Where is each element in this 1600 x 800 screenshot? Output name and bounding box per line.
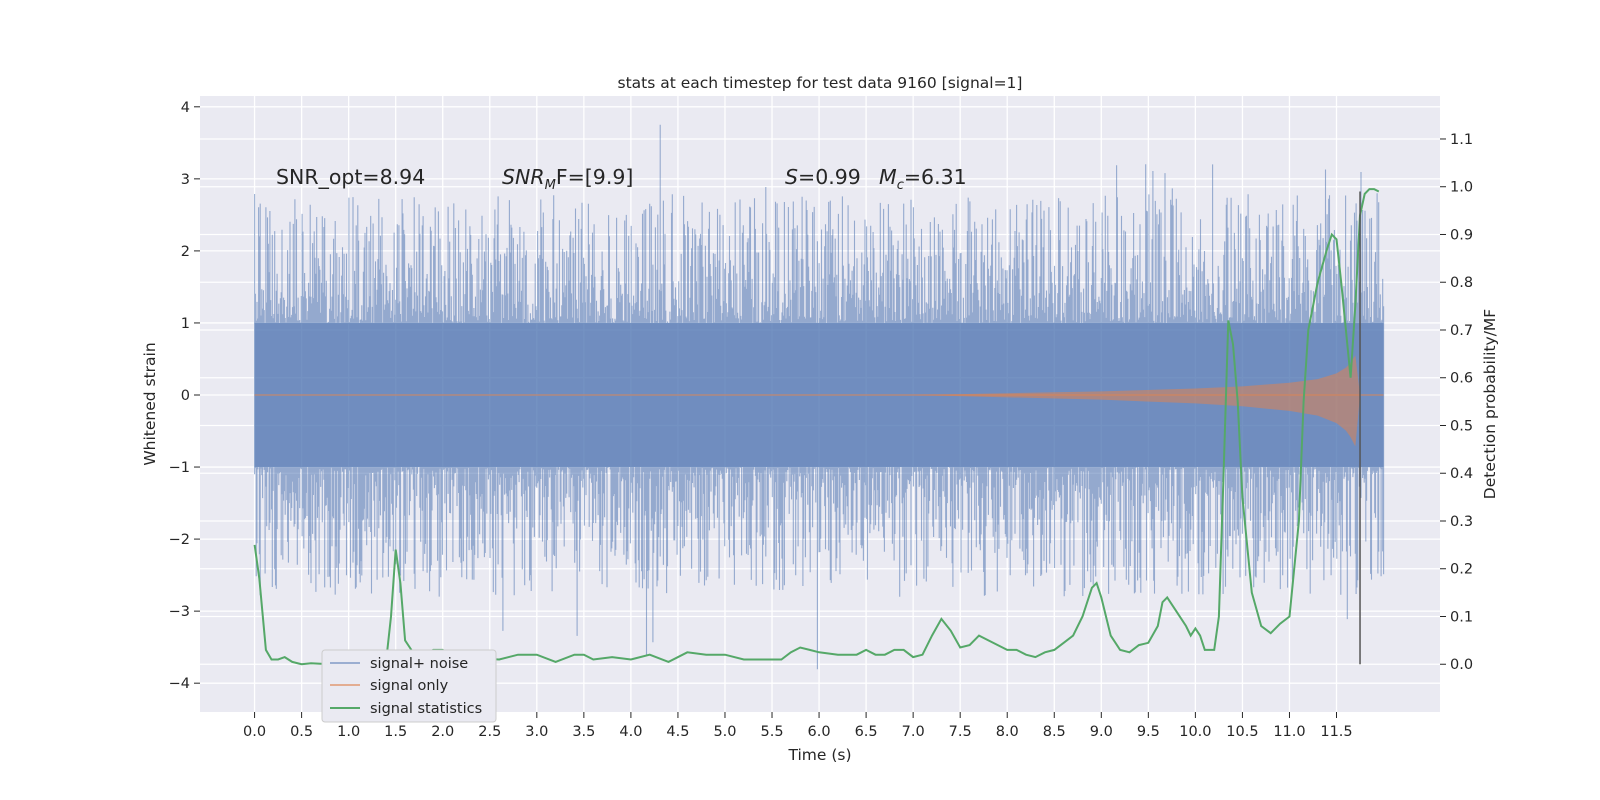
x-tick-label: 8.5 (1043, 724, 1066, 740)
x-tick-label: 10.0 (1179, 724, 1211, 740)
y2-tick-label: 0.5 (1450, 418, 1473, 434)
y2-tick-label: 1.1 (1450, 132, 1473, 148)
y-tick-label: −4 (169, 676, 190, 692)
x-tick-label: 0.0 (243, 724, 266, 740)
x-tick-label: 9.0 (1090, 724, 1113, 740)
y-tick-label: −2 (169, 532, 190, 548)
x-tick-label: 9.5 (1137, 724, 1160, 740)
x-tick-label: 7.0 (902, 724, 925, 740)
x-axis-label: Time (s) (787, 746, 851, 764)
x-tick-label: 5.5 (760, 724, 783, 740)
x-tick-label: 3.5 (572, 724, 595, 740)
axis-ticks: 0.0 0.5 1.0 1.5 2.0 2.5 3.0 3.5 4.0 4.5 5.0 5.5 6.0 6… (169, 100, 1473, 740)
signal-statistics-line (253, 188, 1380, 666)
chart-title: stats at each timestep for test data 916… (618, 74, 1023, 92)
x-tick-label: 11.0 (1273, 724, 1305, 740)
x-tick-label: 2.0 (431, 724, 454, 740)
x-tick-label: 4.5 (666, 724, 689, 740)
signal-statistics-series (253, 188, 1380, 666)
x-tick-label: 1.5 (384, 724, 407, 740)
x-tick-label: 6.5 (855, 724, 878, 740)
x-tick-label: 1.0 (337, 724, 360, 740)
legend-box (321, 649, 497, 723)
legend-label-signal: signal only (370, 678, 449, 694)
snr-mf-annotation: SNRMF=[9.9] (502, 165, 633, 193)
x-tick-label: 0.5 (290, 724, 313, 740)
s-value-annotation: S=0.99 (785, 165, 861, 189)
y-tick-label: 2 (181, 244, 190, 260)
x-tick-label: 5.0 (713, 724, 736, 740)
snr-opt-annotation: SNR_opt=8.94 (276, 165, 425, 190)
y2-tick-label: 0.4 (1450, 466, 1473, 482)
y2-tick-label: 0.8 (1450, 275, 1473, 291)
y2-tick-label: 1.0 (1450, 180, 1473, 196)
y-tick-label: 0 (181, 388, 190, 404)
y2-tick-label: 0.1 (1450, 609, 1473, 625)
signal-envelope (254, 355, 1361, 447)
x-tick-label: 7.5 (949, 724, 972, 740)
y2-tick-label: 0.0 (1450, 657, 1473, 673)
y-tick-label: 3 (181, 172, 190, 188)
y2-tick-label: 0.3 (1450, 514, 1473, 530)
x-tick-label: 6.0 (808, 724, 831, 740)
x-tick-label: 2.5 (478, 724, 501, 740)
noise-spikes (254, 124, 1385, 670)
x-tick-label: 8.0 (996, 724, 1019, 740)
y-tick-label: −3 (169, 604, 190, 620)
legend: signal+ noise signal only signal statist… (321, 649, 497, 723)
x-tick-label: 3.0 (525, 724, 548, 740)
x-tick-label: 11.5 (1320, 724, 1352, 740)
y2-tick-label: 0.9 (1450, 227, 1473, 243)
y2-tick-label: 0.2 (1450, 562, 1473, 578)
mc-value-annotation: Mc=6.31 (879, 165, 967, 193)
y-tick-label: 4 (181, 100, 190, 116)
y-tick-label: 1 (181, 316, 190, 332)
signal-only-series (254, 355, 1384, 447)
y-axis-label: Whitened strain (141, 342, 159, 465)
x-tick-label: 4.0 (619, 724, 642, 740)
y2-axis-label: Detection probability/MF (1481, 309, 1499, 500)
y-tick-label: −1 (169, 460, 190, 476)
x-tick-label: 10.5 (1226, 724, 1258, 740)
legend-label-noise: signal+ noise (370, 656, 468, 672)
y2-tick-label: 0.6 (1450, 371, 1473, 387)
legend-label-statistics: signal statistics (370, 701, 482, 717)
y2-tick-label: 0.7 (1450, 323, 1473, 339)
